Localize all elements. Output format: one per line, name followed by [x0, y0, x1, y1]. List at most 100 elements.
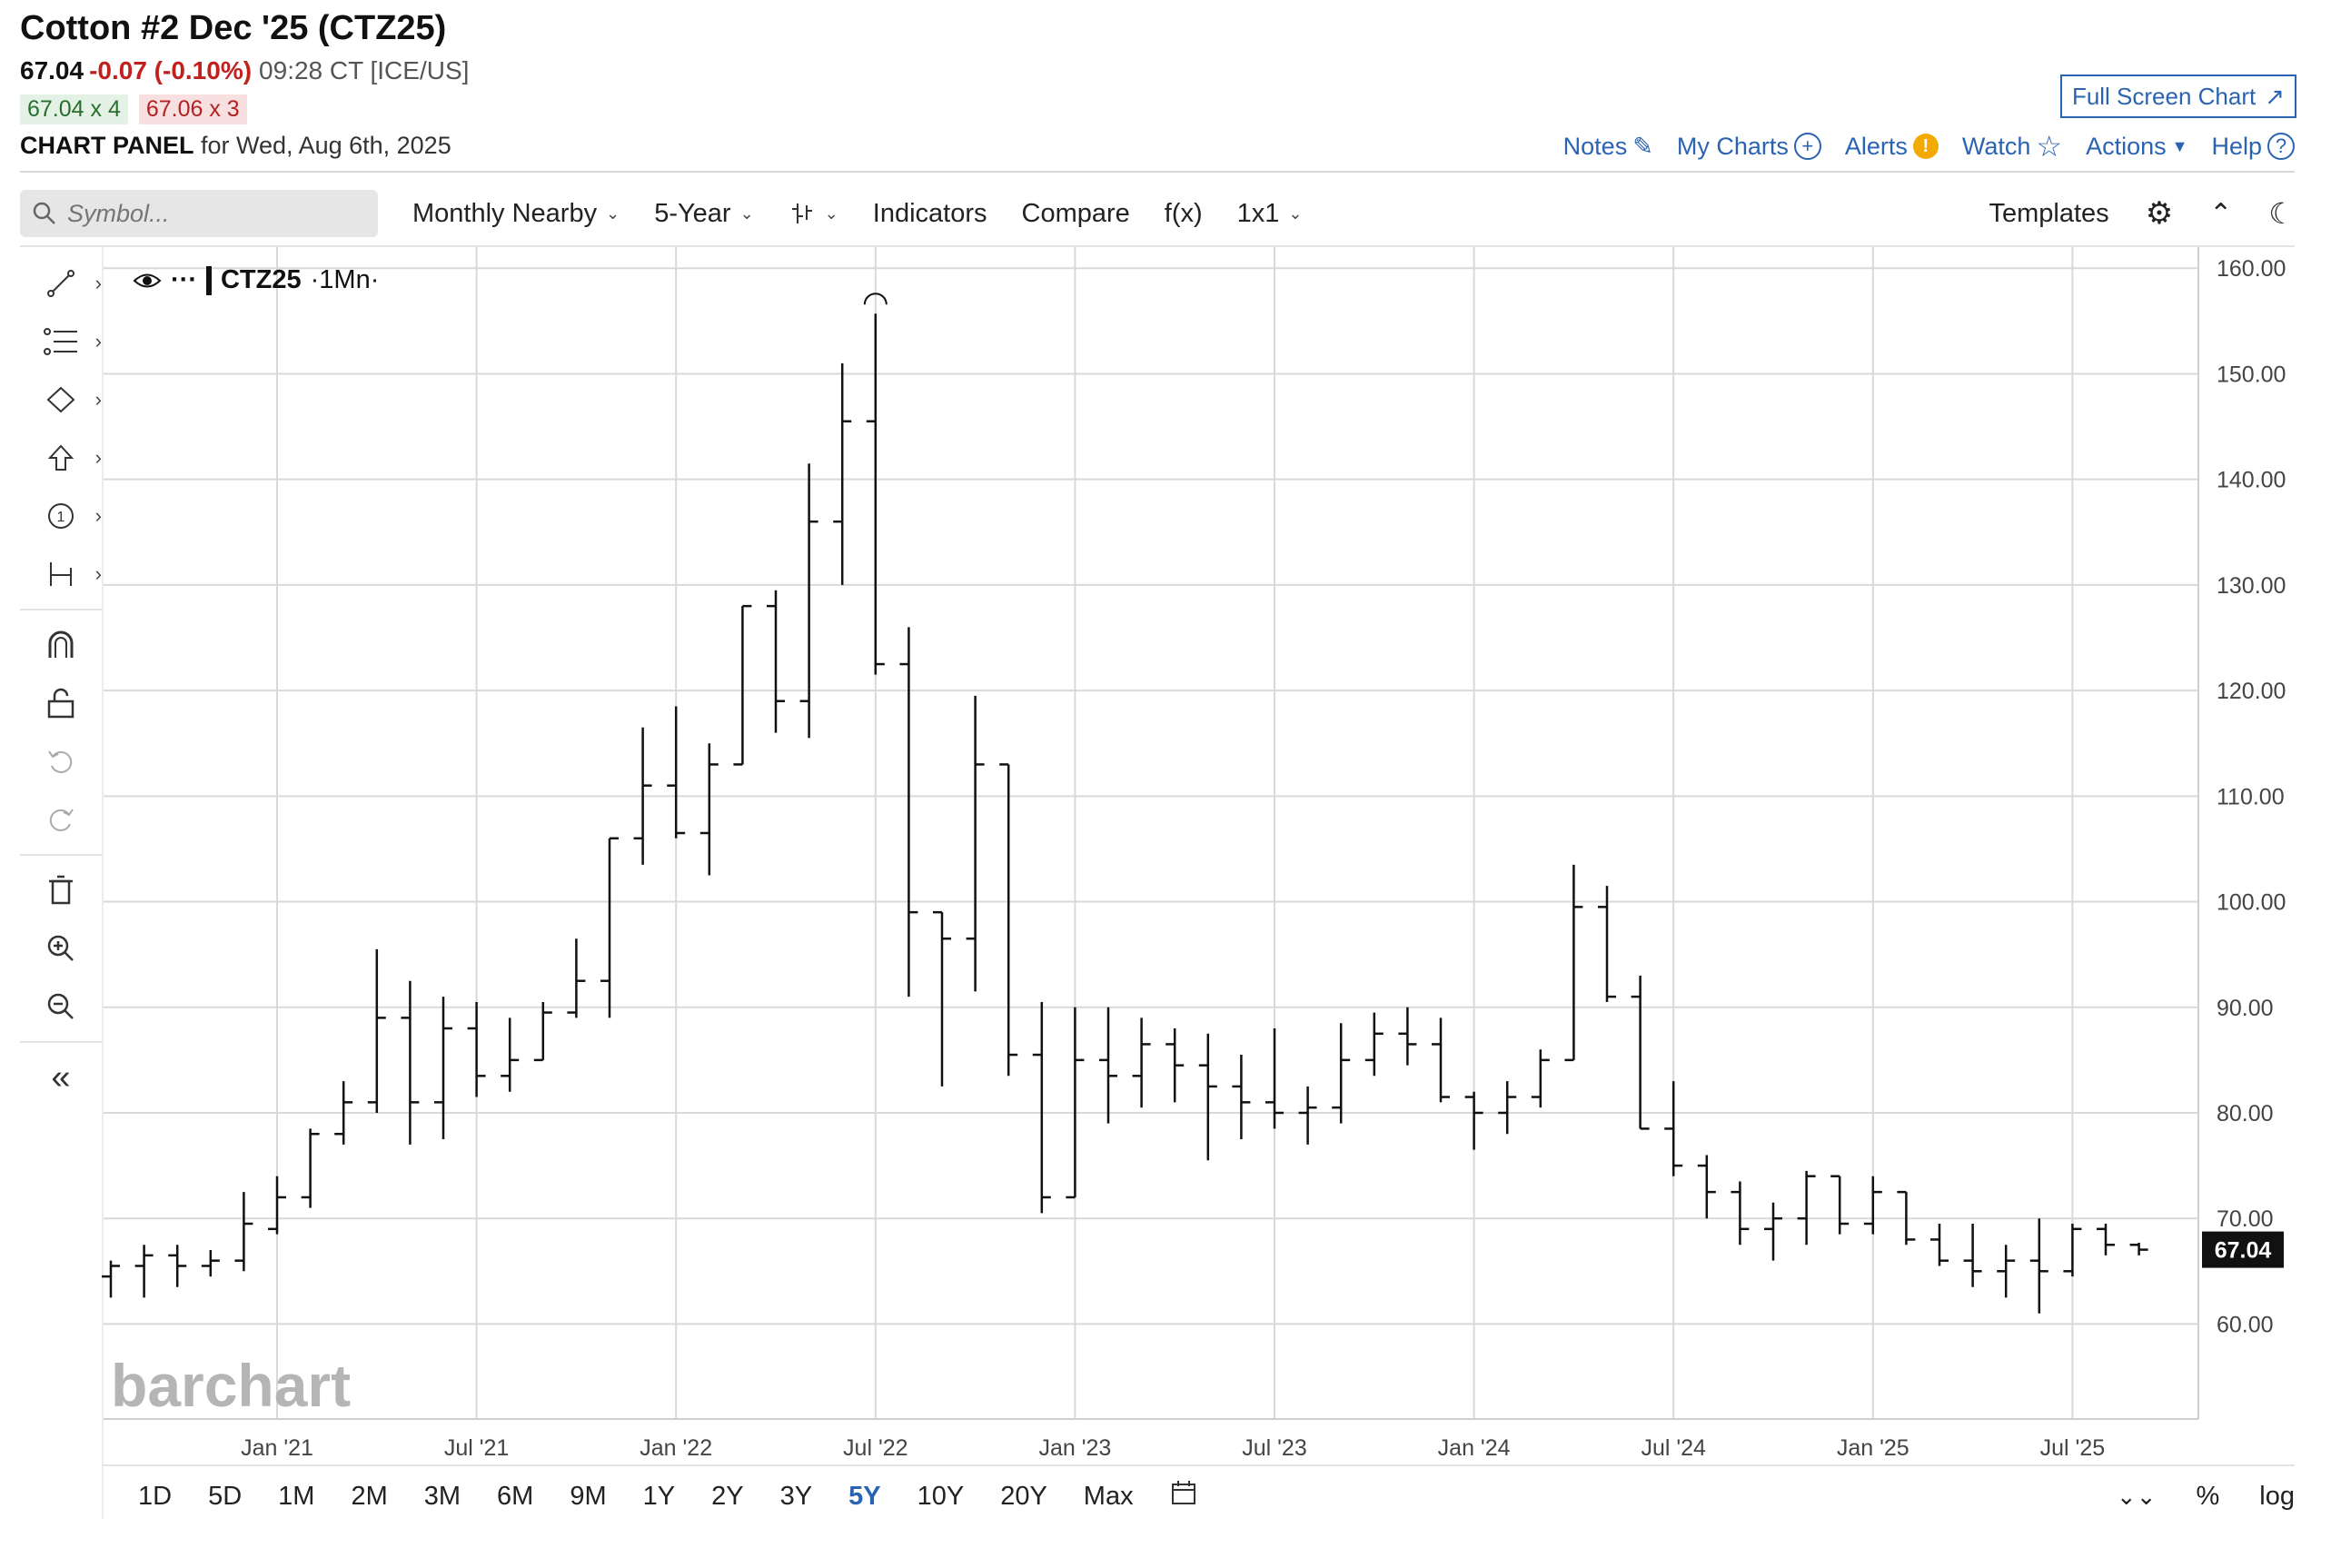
y-tick-label: 90.00: [2217, 996, 2274, 1021]
ohlc-bar: [866, 313, 885, 675]
ohlc-bar: [2063, 1224, 2082, 1277]
measure-icon: [50, 562, 72, 586]
range-dropdown[interactable]: 5-Year ⌄: [654, 199, 753, 229]
range-max[interactable]: Max: [1083, 1481, 1134, 1511]
help-link[interactable]: Help?: [2211, 133, 2295, 161]
percent-toggle[interactable]: %: [2196, 1481, 2220, 1511]
range-2m[interactable]: 2M: [351, 1481, 388, 1511]
my-charts-label: My Charts: [1676, 132, 1789, 160]
series-color-bar: [205, 265, 212, 295]
fx-button[interactable]: f(x): [1164, 198, 1203, 228]
symbol-input[interactable]: [67, 199, 340, 228]
calendar-button[interactable]: [1170, 1479, 1197, 1513]
moon-icon[interactable]: ☾: [2268, 197, 2295, 230]
top-links: Notes ✎ My Charts + Alerts! Watch ☆ Actions…: [1563, 129, 2295, 164]
ohlc-bar: [168, 1245, 187, 1287]
divider: [20, 1041, 102, 1043]
ohlc-bar: [1930, 1224, 1949, 1266]
range-6m[interactable]: 6M: [497, 1481, 534, 1511]
layout-dropdown[interactable]: 1x1 ⌄: [1237, 199, 1303, 229]
undo-button[interactable]: [20, 732, 102, 790]
series-legend[interactable]: ··· CTZ25 ·1Mn·: [133, 265, 379, 295]
range-20y[interactable]: 20Y: [1000, 1481, 1047, 1511]
trendline-tool[interactable]: ›: [20, 254, 102, 313]
chevron-down-icon: ⌄: [1288, 203, 1303, 223]
y-axis-labels: 60.00 70.00 80.00 90.00 100.00 110.00 120.00 13…: [2217, 256, 2286, 1337]
symbol-search[interactable]: [20, 190, 378, 237]
y-tick-label: 80.00: [2217, 1101, 2274, 1126]
x-tick-label: Jul '22: [843, 1435, 908, 1461]
svg-text:1: 1: [57, 510, 65, 525]
double-chevron-down-icon[interactable]: ⌄⌄: [2116, 1482, 2157, 1510]
bar-type-dropdown[interactable]: ⌄: [789, 200, 838, 227]
more-icon[interactable]: ···: [171, 265, 197, 294]
ohlc-bar: [1099, 1007, 1117, 1124]
x-tick-label: Jan '23: [1038, 1435, 1111, 1461]
ohlc-bar: [767, 590, 785, 733]
measure-tool[interactable]: ›: [20, 545, 102, 603]
collapse-toolbar-button[interactable]: «: [20, 1048, 102, 1107]
arrow-tool[interactable]: ›: [20, 429, 102, 487]
range-1m[interactable]: 1M: [278, 1481, 315, 1511]
range-1d[interactable]: 1D: [138, 1481, 173, 1511]
ohlc-bar: [102, 1260, 120, 1298]
lock-button[interactable]: [20, 674, 102, 732]
delete-button[interactable]: [20, 861, 102, 919]
ohlc-bar: [899, 627, 918, 997]
ohlc-bar: [633, 727, 652, 865]
shapes-tool[interactable]: ›: [20, 371, 102, 429]
x-tick-label: Jul '24: [1641, 1435, 1706, 1461]
edit-icon: ✎: [1632, 132, 1653, 160]
zoom-in-button[interactable]: [20, 919, 102, 978]
ohlc-bar: [1066, 1007, 1085, 1199]
range-2y[interactable]: 2Y: [711, 1481, 744, 1511]
range-5d[interactable]: 5D: [208, 1481, 243, 1511]
ohlc-bar: [1697, 1155, 1716, 1219]
zoom-out-button[interactable]: [20, 978, 102, 1036]
alerts-link[interactable]: Alerts!: [1845, 133, 1939, 161]
ohlc-bar: [334, 1081, 353, 1145]
ohlc-bar: [1166, 1028, 1185, 1103]
star-icon: ☆: [2036, 130, 2063, 163]
actions-menu[interactable]: Actions ▼: [2086, 133, 2187, 161]
templates-button[interactable]: Templates: [1989, 198, 2109, 228]
fibonacci-tool[interactable]: ›: [20, 313, 102, 371]
range-3m[interactable]: 3M: [423, 1481, 461, 1511]
notes-link[interactable]: Notes ✎: [1563, 133, 1653, 161]
log-toggle[interactable]: log: [2259, 1481, 2295, 1511]
drawing-tools: › › › › 1 › › «: [20, 254, 102, 1107]
fib-lines-icon: [44, 328, 77, 355]
watch-label: Watch: [1961, 132, 2031, 160]
ohlc-bar: [2029, 1218, 2048, 1314]
annotation-tool[interactable]: 1 ›: [20, 487, 102, 545]
x-tick-label: Jan '24: [1438, 1435, 1511, 1461]
instrument-title: Cotton #2 Dec '25 (CTZ25): [20, 9, 447, 47]
range-10y[interactable]: 10Y: [917, 1481, 965, 1511]
compare-button[interactable]: Compare: [1021, 198, 1130, 228]
gear-icon[interactable]: ⚙: [2145, 196, 2174, 231]
help-label: Help: [2211, 132, 2262, 160]
legend-symbol: CTZ25: [220, 265, 302, 294]
ohlc-bar: [1830, 1175, 1850, 1235]
divider: [20, 609, 102, 610]
ohlc-bar: [1364, 1012, 1384, 1077]
quote-time: 09:28 CT [ICE/US]: [259, 56, 470, 84]
full-screen-chart-button[interactable]: Full Screen Chart ↗: [2060, 74, 2296, 118]
range-3y[interactable]: 3Y: [779, 1481, 813, 1511]
redo-icon: [49, 809, 74, 831]
collapse-up-icon[interactable]: ⌃: [2209, 198, 2233, 229]
x-tick-label: Jan '25: [1837, 1435, 1909, 1461]
eye-icon[interactable]: [133, 271, 162, 291]
my-charts-link[interactable]: My Charts +: [1677, 133, 1821, 161]
redo-button[interactable]: [20, 790, 102, 849]
indicators-button[interactable]: Indicators: [872, 198, 987, 228]
watch-link[interactable]: Watch ☆: [1962, 129, 2062, 164]
magnet-button[interactable]: [20, 616, 102, 674]
range-9m[interactable]: 9M: [570, 1481, 607, 1511]
period-dropdown[interactable]: Monthly Nearby ⌄: [412, 199, 620, 229]
ohlc-bar: [1464, 1091, 1483, 1150]
ohlc-bar: [1265, 1028, 1284, 1129]
range-5y[interactable]: 5Y: [848, 1481, 881, 1511]
range-1y[interactable]: 1Y: [642, 1481, 676, 1511]
